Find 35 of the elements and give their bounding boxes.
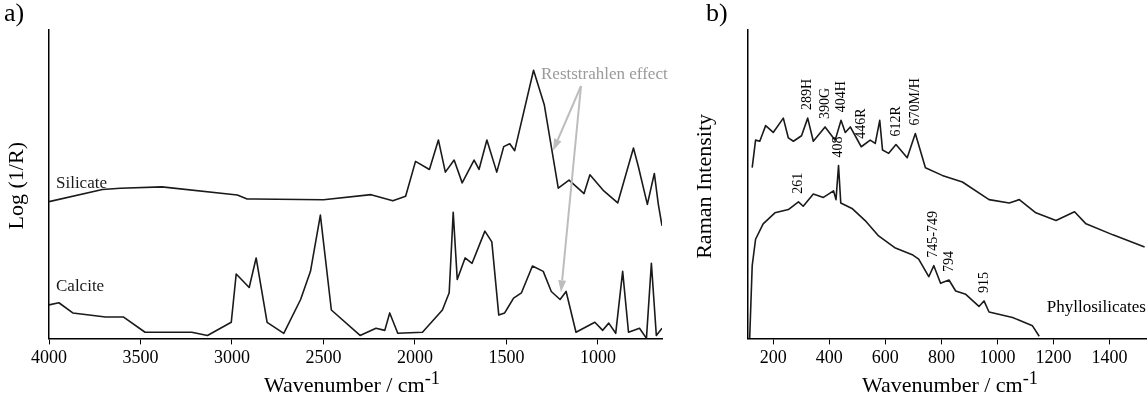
x-axis-title: Wavenumber / cm$^{-1}$ (861, 368, 1038, 398)
x-tick-label: 1500 (488, 346, 525, 367)
x-tick-label: 600 (871, 346, 899, 367)
annotation: 289H (799, 78, 815, 111)
annotation: 612R (887, 105, 903, 137)
annotation: 745-749 (925, 211, 941, 258)
annotation: 794 (940, 251, 956, 273)
x-tick-label: 2500 (305, 346, 342, 367)
annotation: 670M/H (907, 78, 922, 126)
series-label: Calcite (56, 275, 105, 295)
y-axis-title: Log (1/R) (3, 142, 29, 230)
x-tick-label: 3000 (213, 346, 250, 367)
series-label: Silicate (56, 172, 107, 192)
x-tick-label: 4000 (31, 346, 67, 367)
annotation: 408 (830, 136, 846, 158)
x-tick-label: 1000 (979, 346, 1016, 367)
x-tick-label: 3500 (122, 346, 159, 367)
annotation: 446R (852, 107, 868, 139)
y-axis-title: Raman Intensity (691, 113, 717, 259)
annotation: 261 (790, 172, 806, 194)
annotation: 404H (832, 81, 848, 113)
x-tick-label: 1400 (1091, 346, 1128, 367)
annotation: Phyllosilicates (1046, 297, 1146, 317)
chart-title: a) (4, 0, 25, 28)
x-tick-label: 200 (759, 346, 787, 367)
annotation: 390G (816, 87, 832, 119)
chart-title: b) (706, 0, 728, 28)
annotation: 915 (975, 271, 991, 293)
x-tick-label: 1000 (579, 346, 616, 367)
annotation: Reststrahlen effect (541, 63, 668, 83)
x-tick-label: 800 (927, 346, 955, 367)
x-tick-label: 400 (815, 346, 843, 367)
x-tick-label: 2000 (396, 346, 433, 367)
x-tick-label: 1200 (1035, 346, 1072, 367)
x-axis-title: Wavenumber / cm$^{-1}$ (263, 368, 440, 398)
